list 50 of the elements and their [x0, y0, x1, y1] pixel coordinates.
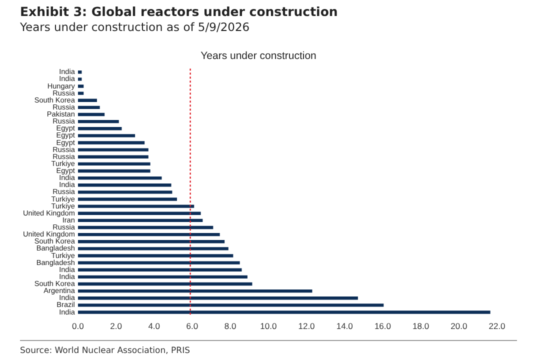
bar [78, 282, 252, 286]
bar [78, 84, 84, 88]
x-tick-label: 18.0 [412, 321, 430, 332]
bar [78, 268, 242, 272]
bar [78, 155, 148, 158]
bar [78, 240, 225, 244]
bar [78, 148, 148, 152]
bar [78, 261, 240, 264]
x-tick-label: 16.0 [374, 321, 392, 332]
x-axis-title: Years under construction [200, 50, 317, 62]
bar [78, 169, 150, 173]
bar [78, 247, 228, 250]
bar [78, 176, 162, 180]
x-tick-label: 6.0 [186, 321, 198, 332]
x-tick-label: 2.0 [110, 321, 122, 332]
bar [78, 212, 201, 215]
bar [78, 127, 122, 130]
bar [78, 310, 490, 314]
x-tick-label: 8.0 [224, 321, 236, 332]
chart-title: Exhibit 3: Global reactors under construction [20, 4, 338, 19]
bar [78, 134, 136, 138]
bar [78, 275, 248, 279]
x-tick-label: 4.0 [148, 321, 160, 332]
bar [78, 190, 172, 194]
bar [78, 254, 234, 258]
bar [78, 78, 82, 81]
x-tick-label: 10.0 [260, 321, 277, 332]
x-tick-label: 20.0 [450, 321, 468, 332]
bar [78, 232, 220, 236]
source-note: Source: World Nuclear Association, PRIS [20, 340, 517, 356]
bar [78, 120, 119, 124]
bar [78, 112, 105, 116]
x-tick-label: 0.0 [72, 321, 84, 332]
bar [78, 184, 172, 187]
bar [78, 296, 358, 300]
chart-subtitle: Years under construction as of 5/9/2026 [20, 20, 250, 34]
bar [78, 92, 84, 95]
bar [78, 226, 214, 230]
bar [78, 141, 145, 144]
x-tick-label: 12.0 [298, 321, 316, 332]
bar [78, 162, 150, 166]
bar [78, 198, 177, 201]
bar [78, 98, 97, 102]
bar [78, 218, 203, 222]
bar [78, 204, 194, 208]
bar [78, 304, 384, 307]
bar [78, 289, 312, 293]
x-tick-label: 14.0 [336, 321, 354, 332]
bar [78, 106, 100, 110]
x-tick-label: 22.0 [488, 321, 506, 332]
